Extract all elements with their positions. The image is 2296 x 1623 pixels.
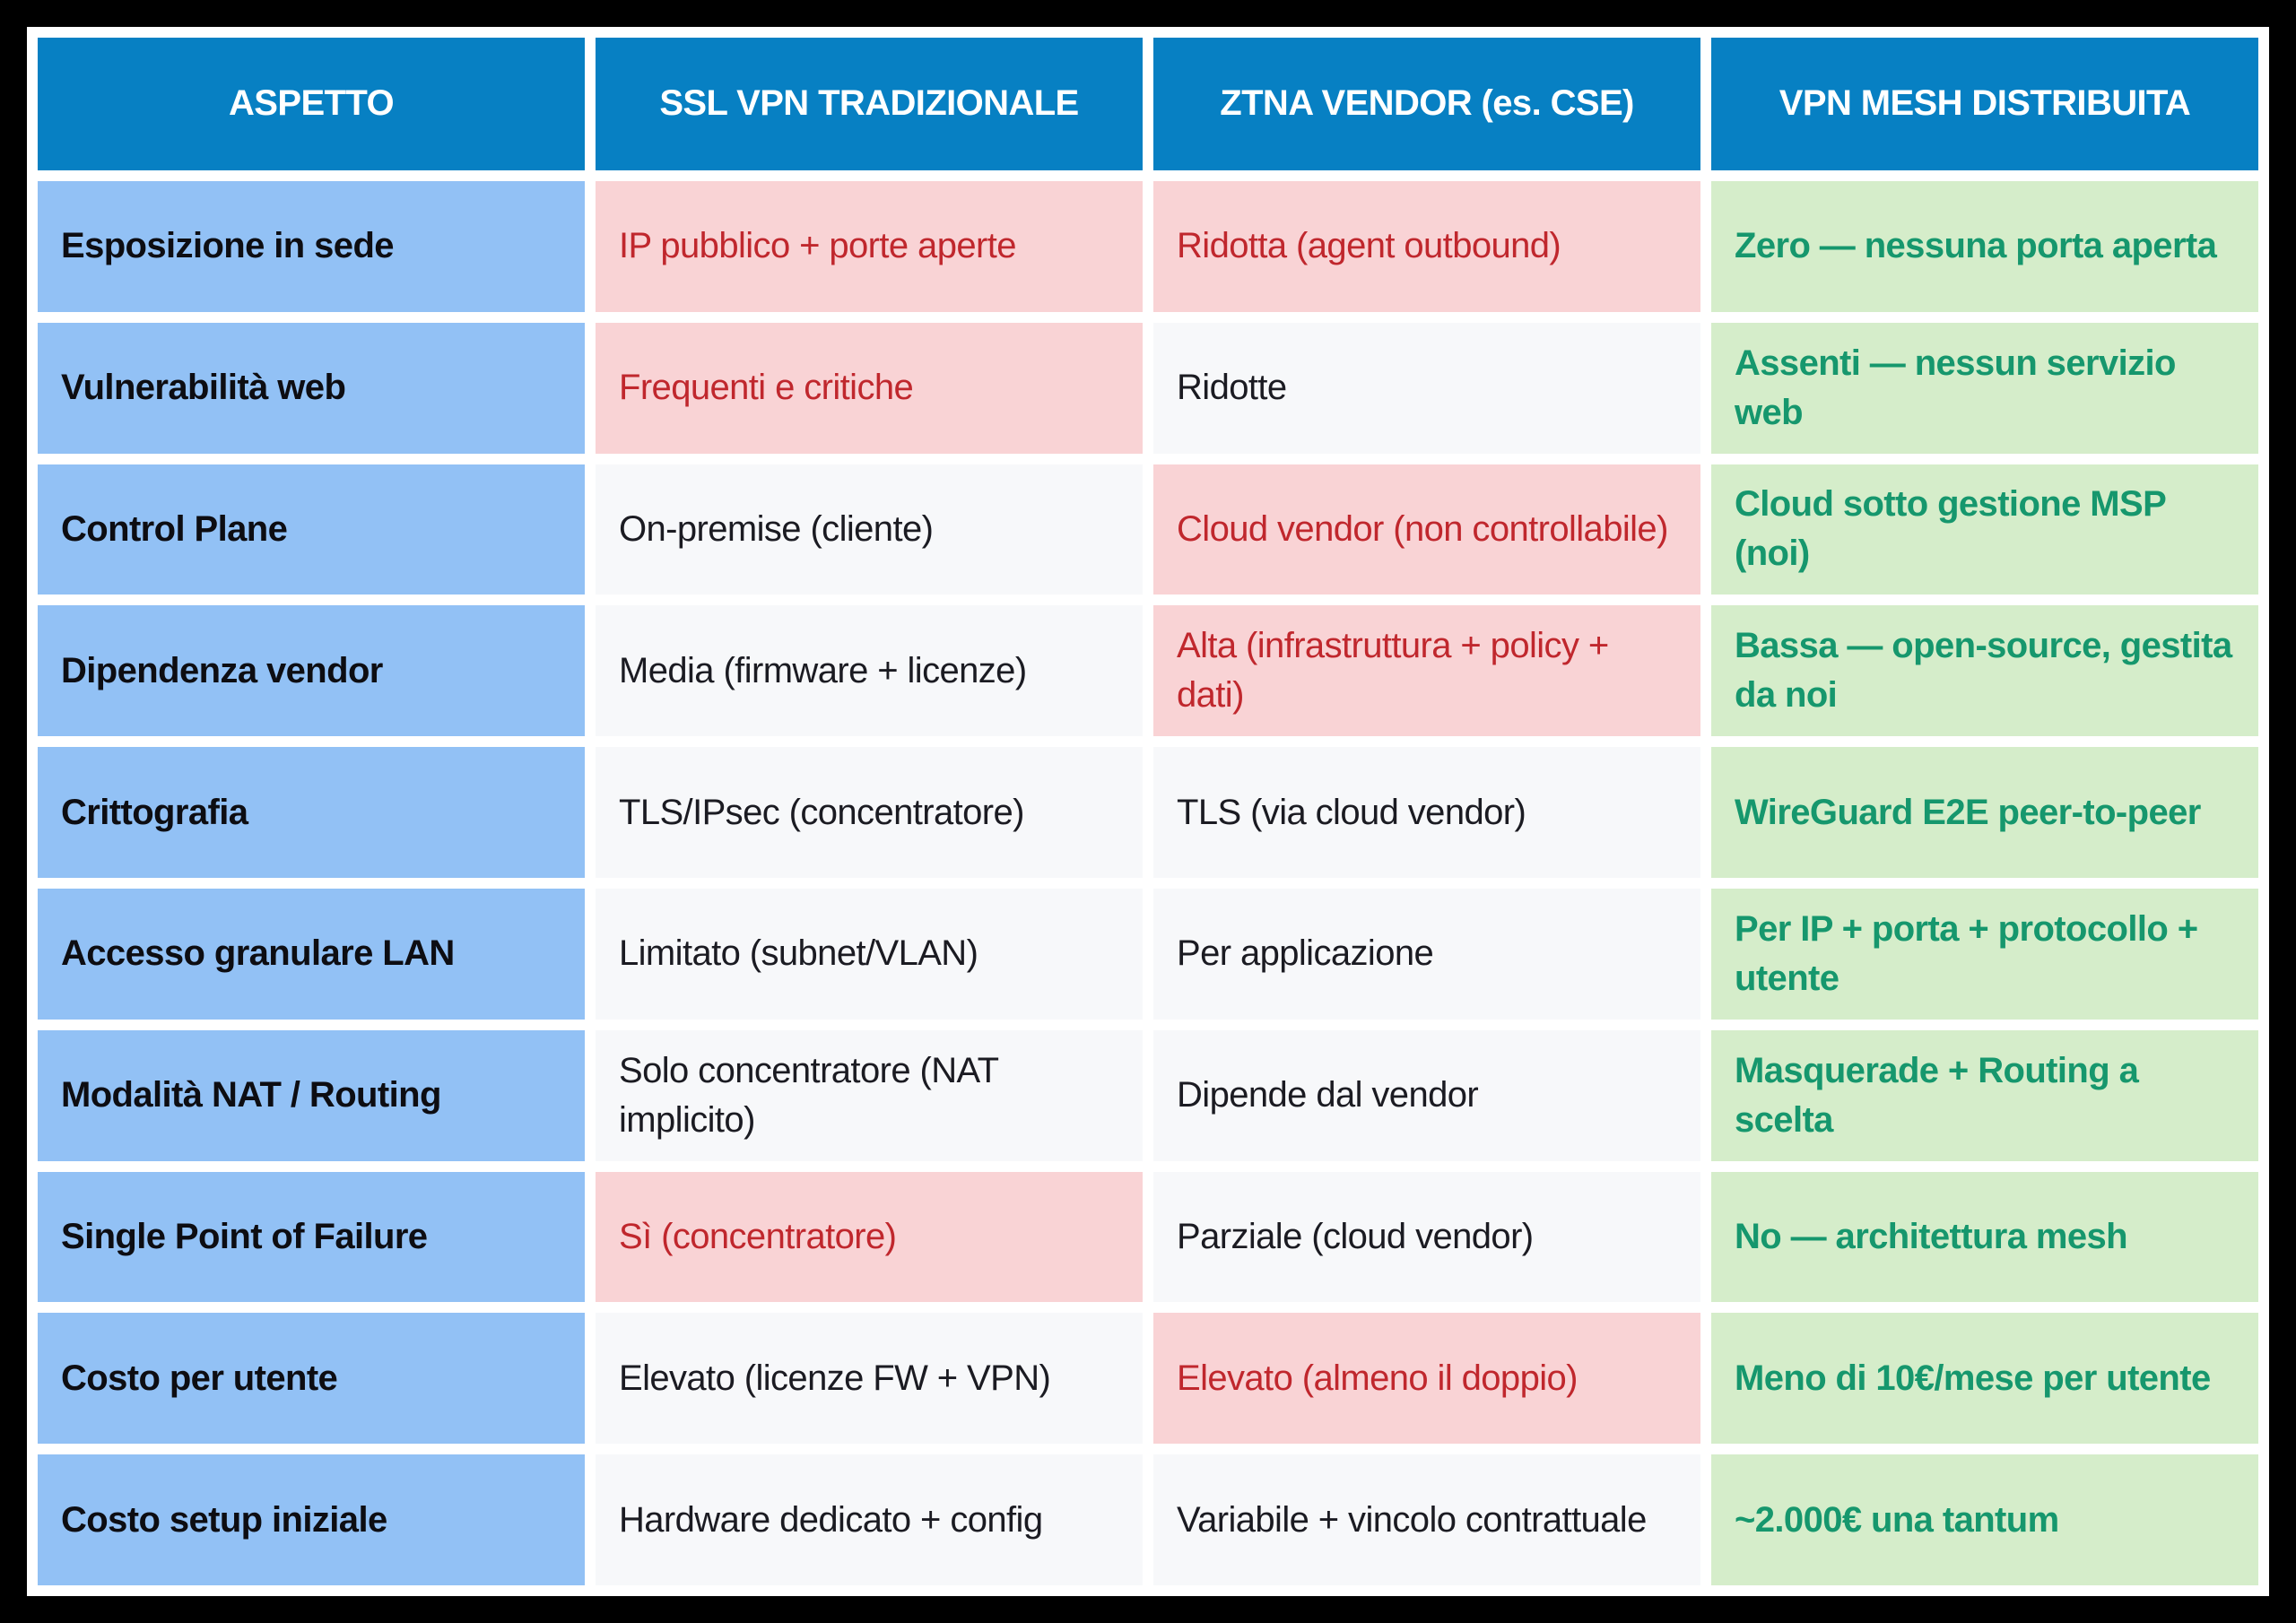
aspect-cell: Modalità NAT / Routing <box>38 1029 585 1161</box>
value-cell: WireGuard E2E peer-to-peer <box>1711 747 2258 878</box>
value-cell: Solo concentratore (NAT implicito) <box>596 1029 1143 1161</box>
value-cell: Parziale (cloud vendor) <box>1153 1171 1700 1303</box>
value-cell: Media (firmware + licenze) <box>596 605 1143 737</box>
value-cell: ~2.000€ una tantum <box>1711 1454 2258 1585</box>
aspect-cell: Accesso granulare LAN <box>38 889 585 1020</box>
value-cell: Masquerade + Routing a scelta <box>1711 1029 2258 1161</box>
value-cell: Ridotte <box>1153 322 1700 454</box>
value-cell: Elevato (licenze FW + VPN) <box>596 1313 1143 1445</box>
value-cell: Frequenti e critiche <box>596 322 1143 454</box>
aspect-cell: Crittografia <box>38 747 585 878</box>
value-cell: On-premise (cliente) <box>596 464 1143 595</box>
value-cell: Per IP + porta + protocollo + utente <box>1711 889 2258 1020</box>
value-cell: Meno di 10€/mese per utente <box>1711 1313 2258 1445</box>
comparison-table: ASPETTO SSL VPN TRADIZIONALE ZTNA VENDOR… <box>27 27 2269 1596</box>
value-cell: TLS/IPsec (concentratore) <box>596 747 1143 878</box>
value-cell: Per applicazione <box>1153 889 1700 1020</box>
aspect-cell: Costo setup iniziale <box>38 1454 585 1585</box>
value-cell: Assenti — nessun servizio web <box>1711 322 2258 454</box>
value-cell: Dipende dal vendor <box>1153 1029 1700 1161</box>
value-cell: Limitato (subnet/VLAN) <box>596 889 1143 1020</box>
value-cell: No — architettura mesh <box>1711 1171 2258 1303</box>
value-cell: IP pubblico + porte aperte <box>596 181 1143 312</box>
value-cell: Ridotta (agent outbound) <box>1153 181 1700 312</box>
value-cell: Variabile + vincolo contrattuale <box>1153 1454 1700 1585</box>
aspect-cell: Control Plane <box>38 464 585 595</box>
aspect-cell: Costo per utente <box>38 1313 585 1445</box>
aspect-cell: Esposizione in sede <box>38 181 585 312</box>
value-cell: Alta (infrastruttura + policy + dati) <box>1153 605 1700 737</box>
value-cell: Hardware dedicato + config <box>596 1454 1143 1585</box>
column-header-ssl-vpn-tradizionale: SSL VPN TRADIZIONALE <box>596 38 1143 170</box>
value-cell: Cloud sotto gestione MSP (noi) <box>1711 464 2258 595</box>
aspect-cell: Vulnerabilità web <box>38 322 585 454</box>
aspect-cell: Single Point of Failure <box>38 1171 585 1303</box>
value-cell: Zero — nessuna porta aperta <box>1711 181 2258 312</box>
column-header-ztna-vendor: ZTNA VENDOR (es. CSE) <box>1153 38 1700 170</box>
column-header-vpn-mesh-distribuita: VPN MESH DISTRIBUITA <box>1711 38 2258 170</box>
column-header-aspetto: ASPETTO <box>38 38 585 170</box>
value-cell: Elevato (almeno il doppio) <box>1153 1313 1700 1445</box>
value-cell: Bassa — open-source, gestita da noi <box>1711 605 2258 737</box>
value-cell: TLS (via cloud vendor) <box>1153 747 1700 878</box>
value-cell: Cloud vendor (non controllabile) <box>1153 464 1700 595</box>
value-cell: Sì (concentratore) <box>596 1171 1143 1303</box>
aspect-cell: Dipendenza vendor <box>38 605 585 737</box>
